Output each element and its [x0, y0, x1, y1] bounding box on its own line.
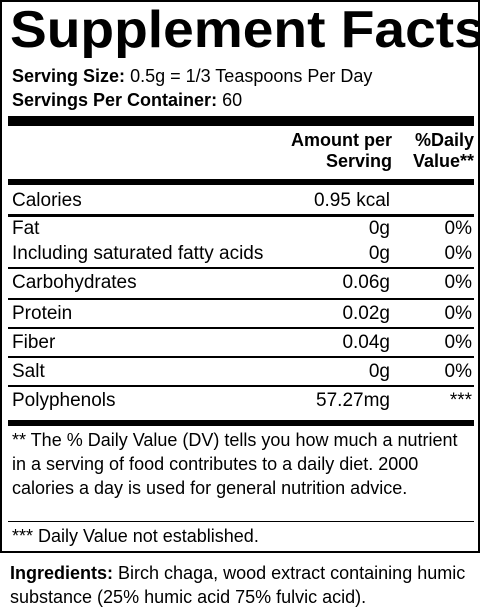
- dv-header-line2: Value**: [412, 151, 474, 171]
- nutrient-amount: 57.27mg: [316, 390, 390, 411]
- daily-value-header: %Daily Value**: [413, 130, 474, 172]
- supplement-facts-panel: Supplement Facts Serving Size: 0.5g = 1/…: [0, 0, 480, 553]
- nutrient-amount: 0g: [368, 243, 390, 264]
- ingredients: Ingredients: Birch chaga, wood extract c…: [10, 561, 476, 609]
- nutrient-name: Calories: [12, 190, 82, 211]
- serving-size-label: Serving Size:: [12, 66, 126, 86]
- panel-title: Supplement Facts: [10, 1, 480, 59]
- nutrient-name: Protein: [12, 303, 73, 324]
- nutrient-amount: 0g: [368, 361, 390, 382]
- footnote-divider: [8, 521, 474, 522]
- servings-per-container: Servings Per Container: 60: [12, 90, 242, 111]
- ingredients-text: Birch chaga, wood extract containing hum…: [10, 563, 466, 607]
- nutrient-name: Including saturated fatty acids: [12, 243, 264, 264]
- nutrient-name: Fiber: [12, 332, 56, 353]
- footnote-daily-value: ** The % Daily Value (DV) tells you how …: [12, 430, 458, 498]
- nutrient-amount: 0g: [368, 218, 390, 239]
- row-divider: [8, 214, 474, 217]
- row-divider: [8, 267, 474, 269]
- nutrient-daily-value: 0%: [444, 332, 472, 353]
- nutrient-daily-value: 0%: [444, 243, 472, 264]
- nutrient-daily-value: 0%: [444, 361, 472, 382]
- amount-header-line2: Serving: [325, 151, 392, 171]
- nutrient-row: Including saturated fatty acids 0g 0%: [8, 240, 474, 268]
- row-divider: [8, 298, 474, 300]
- servings-per-container-label: Servings Per Container:: [12, 90, 218, 110]
- nutrient-amount: 0.02g: [342, 303, 390, 324]
- serving-size-value: 0.5g = 1/3 Teaspoons Per Day: [130, 66, 373, 86]
- thick-divider-top: [8, 116, 474, 126]
- amount-per-serving-header: Amount per Serving: [291, 130, 392, 172]
- nutrient-name: Salt: [12, 361, 45, 382]
- thick-divider-header: [8, 179, 474, 185]
- dv-header-line1: %Daily: [414, 130, 474, 150]
- row-divider: [8, 385, 474, 387]
- servings-per-container-value: 60: [222, 90, 243, 110]
- nutrient-row: Protein 0.02g 0%: [8, 300, 474, 328]
- thick-divider-bottom: [8, 420, 474, 426]
- nutrient-row: Fiber 0.04g 0%: [8, 329, 474, 357]
- nutrient-row: Carbohydrates 0.06g 0%: [8, 269, 474, 297]
- serving-size: Serving Size: 0.5g = 1/3 Teaspoons Per D…: [12, 66, 372, 87]
- nutrient-row: Calories 0.95 kcal: [8, 187, 474, 215]
- nutrient-daily-value: 0%: [444, 218, 472, 239]
- nutrient-daily-value: ***: [449, 390, 472, 411]
- nutrient-row: Salt 0g 0%: [8, 358, 474, 386]
- nutrient-row: Polyphenols 57.27mg ***: [8, 387, 474, 415]
- nutrient-name: Carbohydrates: [12, 272, 137, 293]
- ingredients-label: Ingredients:: [10, 563, 114, 583]
- nutrient-amount: 0.95 kcal: [313, 190, 390, 211]
- row-divider: [8, 327, 474, 329]
- nutrient-name: Polyphenols: [12, 390, 116, 411]
- nutrient-amount: 0.06g: [342, 272, 390, 293]
- nutrient-daily-value: 0%: [444, 303, 472, 324]
- footnote-not-established: *** Daily Value not established.: [12, 526, 259, 546]
- amount-header-line1: Amount per: [291, 130, 392, 150]
- row-divider: [8, 356, 474, 358]
- nutrient-amount: 0.04g: [342, 332, 390, 353]
- nutrient-name: Fat: [12, 218, 40, 239]
- nutrient-row: Fat 0g 0%: [8, 215, 474, 243]
- nutrient-daily-value: 0%: [444, 272, 472, 293]
